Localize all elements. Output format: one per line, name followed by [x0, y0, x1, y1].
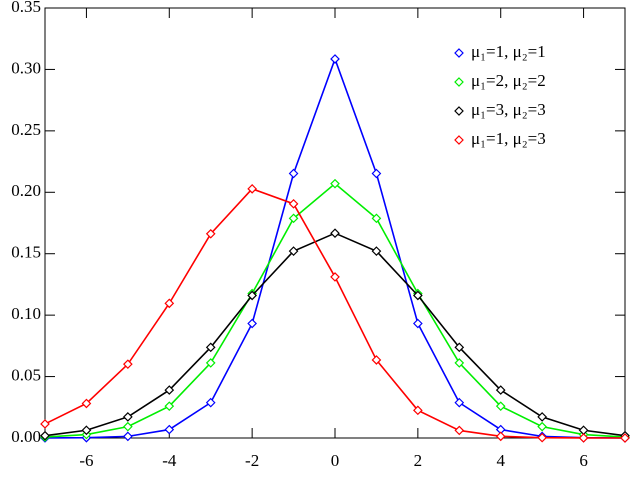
marker: [330, 54, 340, 64]
marker: [288, 168, 299, 179]
marker: [537, 432, 547, 443]
marker: [164, 401, 175, 412]
legend-label: μ₁=3, μ₂=3: [471, 100, 546, 119]
marker: [81, 425, 92, 436]
marker: [288, 246, 299, 256]
y-tick-label: 0.20: [11, 181, 41, 200]
marker: [205, 358, 216, 368]
marker: [288, 213, 299, 224]
series-line: [44, 187, 626, 439]
marker: [164, 424, 175, 435]
legend-label: μ₁=1, μ₂=1: [471, 42, 546, 61]
x-tick-label: -4: [162, 451, 177, 470]
series-line: [44, 232, 626, 437]
marker: [123, 359, 133, 370]
marker: [247, 183, 257, 194]
marker: [537, 421, 547, 432]
legend-marker: [454, 48, 464, 58]
legend-marker: [454, 106, 464, 116]
legend-label: μ₁=1, μ₂=3: [471, 129, 546, 148]
marker: [371, 213, 382, 224]
marker: [495, 431, 506, 442]
marker: [164, 385, 175, 395]
y-tick-label: 0.15: [11, 243, 41, 262]
marker: [495, 385, 506, 395]
y-tick-label: 0.25: [11, 120, 41, 139]
marker: [123, 412, 133, 422]
x-tick-label: 4: [496, 451, 505, 470]
marker: [454, 397, 465, 408]
marker: [454, 425, 465, 436]
marker: [454, 358, 465, 368]
marker: [413, 405, 423, 416]
marker: [247, 290, 257, 301]
y-tick-label: 0.05: [11, 365, 41, 384]
marker: [330, 228, 340, 239]
series-line: [44, 182, 626, 438]
marker: [81, 398, 92, 409]
marker: [40, 430, 50, 441]
x-tick-label: -2: [245, 451, 259, 470]
x-tick-label: 2: [414, 451, 423, 470]
y-tick-label: 0.00: [11, 427, 41, 446]
marker: [123, 421, 133, 432]
marker: [247, 318, 257, 329]
marker: [164, 298, 175, 309]
marker: [454, 342, 465, 353]
marker: [330, 178, 340, 189]
marker: [288, 198, 299, 209]
marker: [205, 228, 216, 239]
legend-marker: [454, 77, 464, 87]
legend-label: μ₁=2, μ₂=2: [471, 71, 546, 90]
marker: [413, 290, 423, 301]
marker: [537, 412, 547, 422]
marker: [40, 419, 50, 429]
marker: [578, 433, 589, 443]
marker: [205, 397, 216, 408]
marker: [205, 342, 216, 353]
marker: [371, 168, 382, 179]
x-tick-label: 0: [331, 451, 340, 470]
marker: [123, 431, 133, 442]
marker: [413, 318, 423, 329]
y-tick-label: 0.30: [11, 58, 41, 77]
marker: [371, 355, 382, 365]
marker: [495, 401, 506, 412]
legend-marker: [454, 135, 464, 145]
x-tick-label: -6: [79, 451, 93, 470]
marker: [371, 246, 382, 256]
y-tick-label: 0.10: [11, 304, 41, 323]
marker: [620, 433, 630, 443]
x-tick-label: 6: [579, 451, 588, 470]
marker: [330, 272, 340, 282]
y-tick-label: 0.35: [11, 0, 41, 16]
